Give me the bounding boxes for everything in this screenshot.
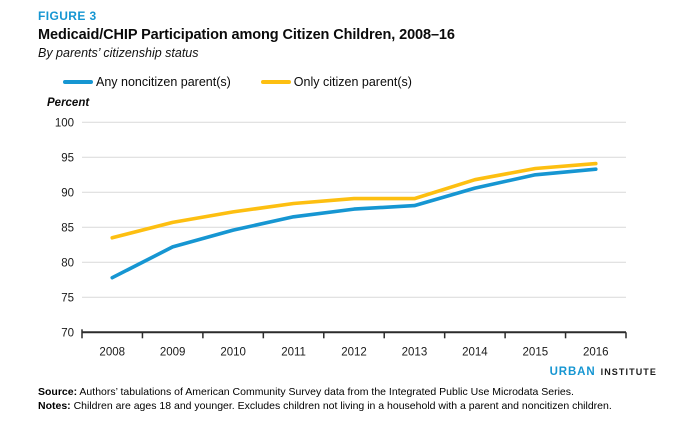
source-text: Authors’ tabulations of American Communi…: [77, 386, 574, 398]
chart-legend: Any noncitizen parent(s) Only citizen pa…: [63, 75, 412, 89]
series-line-only-citizen-parents: [110, 161, 598, 240]
chart-subtitle: By parents’ citizenship status: [38, 46, 199, 60]
logo-word-urban: URBAN: [549, 366, 596, 378]
x-tick-label: 2008: [99, 346, 125, 358]
y-tick-label: 70: [61, 327, 74, 339]
y-axis-unit-label: Percent: [47, 97, 90, 109]
y-tick-label: 80: [61, 257, 74, 269]
y-tick-label: 85: [61, 222, 74, 234]
x-tick-label: 2014: [462, 346, 488, 358]
x-tick-label: 2012: [341, 346, 367, 358]
logo-word-institute: INSTITUTE: [600, 367, 657, 377]
source-label: Source:: [38, 386, 78, 398]
source-note: Source: Authors’ tabulations of American…: [38, 386, 574, 398]
figure-label: FIGURE 3: [38, 9, 97, 23]
legend-label: Any noncitizen parent(s): [96, 75, 231, 89]
x-tick-label: 2015: [523, 346, 549, 358]
y-tick-label: 75: [61, 292, 74, 304]
chart-title: Medicaid/CHIP Participation among Citize…: [38, 27, 455, 43]
x-tick-label: 2011: [281, 346, 306, 358]
notes-label: Notes:: [38, 400, 71, 412]
y-tick-label: 95: [61, 152, 74, 164]
legend-item-only-citizen-parents: Only citizen parent(s): [260, 75, 412, 89]
legend-line-swatch-blue: [63, 80, 93, 84]
x-tick-label: 2013: [402, 346, 428, 358]
y-tick-label: 100: [55, 117, 74, 129]
x-tick-label: 2009: [160, 346, 186, 358]
legend-line-swatch-yellow: [260, 80, 291, 84]
legend-label: Only citizen parent(s): [293, 75, 412, 89]
series-line-any-noncitizen-parents: [110, 167, 598, 280]
y-tick-label: 90: [61, 187, 74, 199]
urban-institute-logo: URBAN INSTITUTE: [550, 366, 657, 378]
legend-item-any-noncitizen-parents: Any noncitizen parent(s): [63, 75, 231, 89]
notes-text: Children are ages 18 and younger. Exclud…: [70, 400, 612, 412]
x-tick-label: 2010: [220, 346, 246, 358]
notes-note: Notes: Children are ages 18 and younger.…: [38, 400, 612, 412]
x-tick-label: 2016: [583, 346, 609, 358]
